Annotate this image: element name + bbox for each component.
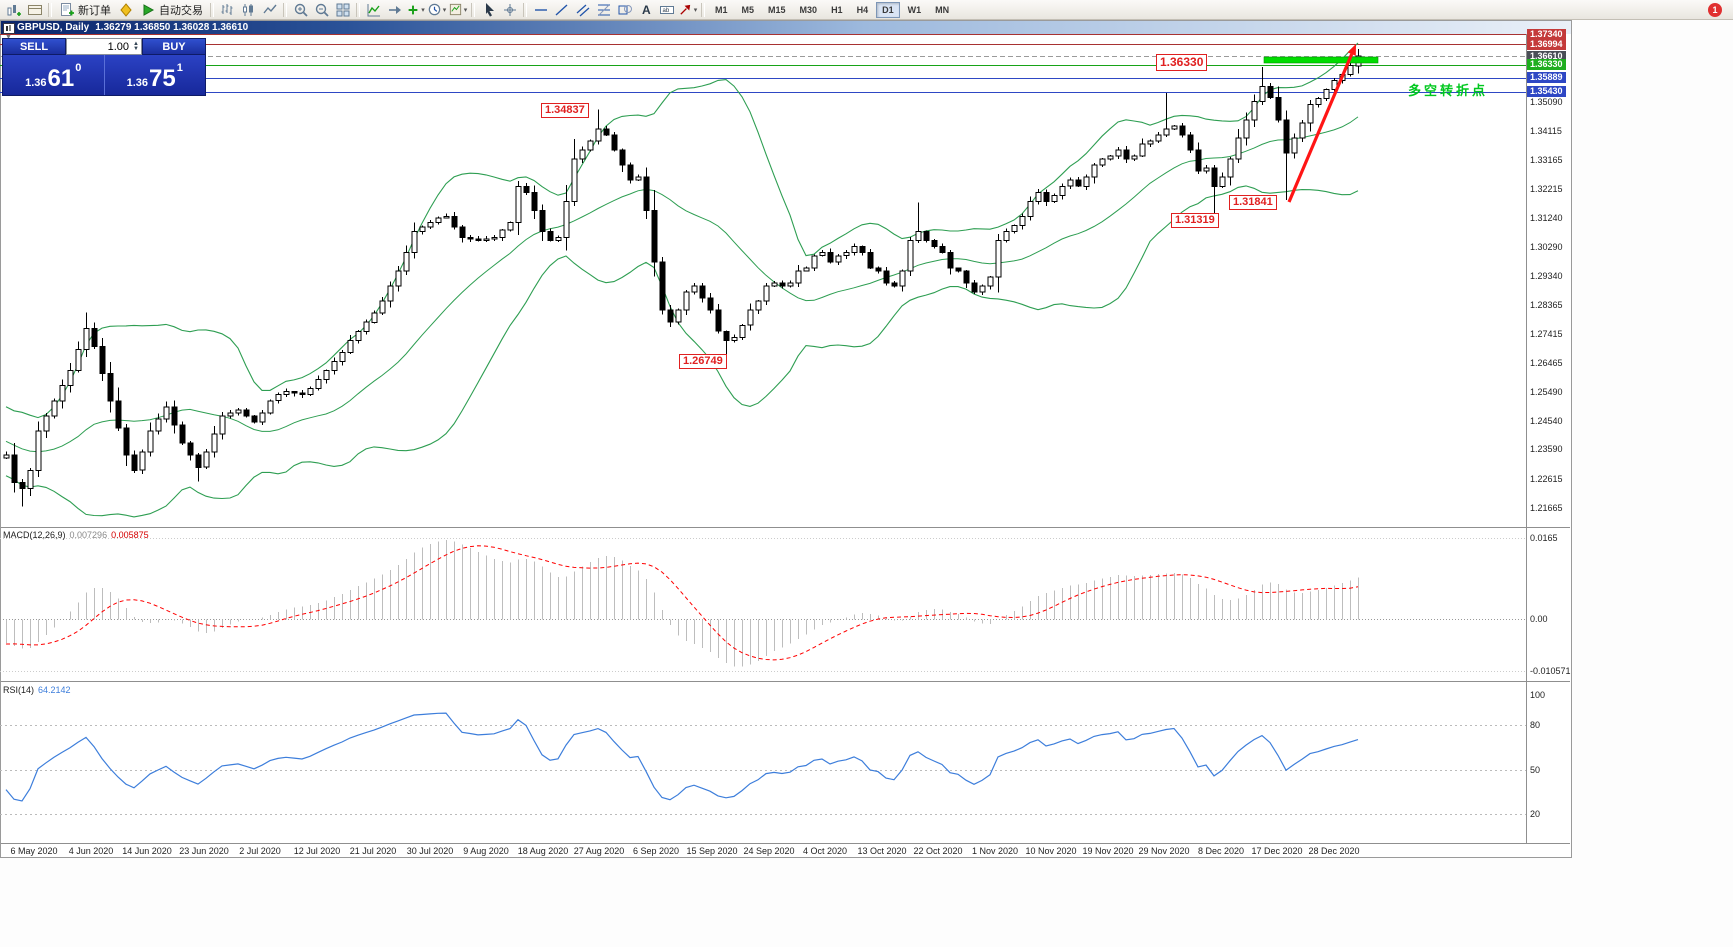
toolbar-separator <box>210 2 214 17</box>
tile-windows-icon[interactable] <box>332 1 353 19</box>
toolbar-separator <box>523 2 527 17</box>
macd-panel-area[interactable] <box>0 528 1526 681</box>
arrows-dropdown[interactable]: ▾ <box>677 1 698 19</box>
timeframe-mn[interactable]: MN <box>935 4 950 15</box>
annotation-price-label[interactable]: 1.36330 <box>1156 54 1208 71</box>
crosshair-icon[interactable] <box>499 1 520 19</box>
new-chart-icon[interactable] <box>3 1 24 19</box>
rsi-panel-area[interactable] <box>0 682 1526 843</box>
zoom-in-icon[interactable] <box>290 1 311 19</box>
text-icon[interactable]: A <box>635 1 656 19</box>
toolbar-separator <box>701 2 705 17</box>
annotation-price-label[interactable]: 1.31319 <box>1171 213 1219 228</box>
candlestick-chart-icon[interactable] <box>238 1 259 19</box>
sell-price[interactable]: 1.36 61 0 <box>3 55 105 95</box>
buy-price[interactable]: 1.36 75 1 <box>105 55 206 95</box>
sell-price-big: 61 <box>47 65 75 92</box>
zoom-out-icon[interactable] <box>311 1 332 19</box>
timeframe-h4[interactable]: H4 <box>856 4 869 15</box>
annotation-note-text[interactable]: 多空转折点 <box>1408 83 1489 98</box>
lot-decrease-icon[interactable]: ▼ <box>133 45 139 52</box>
fibonacci-icon[interactable] <box>593 1 614 19</box>
indicators-dropdown[interactable]: ▾ <box>405 1 426 19</box>
svg-text:ab: ab <box>662 8 669 14</box>
shapes-icon[interactable] <box>614 1 635 19</box>
indicators-icon[interactable] <box>363 1 384 19</box>
toolbar-separator <box>471 2 475 17</box>
sell-button[interactable]: SELL <box>2 38 66 55</box>
timeframe-m1[interactable]: M1 <box>715 4 728 15</box>
autotrading-button[interactable]: 自动交易 <box>136 1 207 19</box>
horizontal-line-icon[interactable] <box>530 1 551 19</box>
timeframe-w1[interactable]: W1 <box>907 4 922 15</box>
main-chart-area[interactable] <box>0 33 1526 527</box>
sell-price-sup: 0 <box>75 62 82 74</box>
timeframe-m15[interactable]: M15 <box>768 4 786 15</box>
channel-icon[interactable] <box>572 1 593 19</box>
lot-stepper[interactable]: ▲ ▼ <box>131 41 141 52</box>
lot-size-input[interactable] <box>67 39 132 54</box>
autotrading-label: 自动交易 <box>159 4 203 17</box>
annotation-price-label[interactable]: 1.26749 <box>679 354 727 369</box>
timeframe-m30[interactable]: M30 <box>799 4 818 15</box>
line-chart-icon[interactable] <box>259 1 280 19</box>
new-order-label: 新订单 <box>78 4 111 17</box>
timeframe-d1[interactable]: D1 <box>876 1 900 18</box>
chart-title-bar[interactable]: GBPUSD, Daily 1.36279 1.36850 1.36028 1.… <box>1 21 1571 34</box>
chart-window-icon <box>3 23 15 34</box>
trendline-icon[interactable] <box>551 1 572 19</box>
notification-badge[interactable]: 1 <box>1708 2 1722 17</box>
toolbar-separator <box>48 2 52 17</box>
toolbar-separator <box>356 2 360 17</box>
sell-price-small: 1.36 <box>25 77 47 89</box>
annotation-price-label[interactable]: 1.34837 <box>541 103 589 118</box>
buy-button[interactable]: BUY <box>142 38 206 55</box>
templates-dropdown[interactable]: ▾ <box>447 1 468 19</box>
buy-price-small: 1.36 <box>126 77 149 89</box>
one-click-trading-panel: SELL ▲▼ BUY 1.36 61 0 1.36 75 1 <box>2 38 206 96</box>
chart-profiles-icon[interactable] <box>24 1 45 19</box>
date-axis[interactable] <box>0 844 1526 858</box>
price-axis[interactable] <box>1527 33 1572 843</box>
cursor-icon[interactable] <box>478 1 499 19</box>
metaeditor-icon[interactable] <box>115 1 136 19</box>
buy-price-sup: 1 <box>176 62 183 74</box>
timeframe-group: M1 M5 M15 M30 H1 H4 D1 W1 MN <box>708 1 956 18</box>
toolbar-separator <box>283 2 287 17</box>
buy-price-big: 75 <box>149 65 176 92</box>
chart-title-symbol: GBPUSD, Daily <box>17 22 90 33</box>
annotation-price-label[interactable]: 1.31841 <box>1229 195 1277 210</box>
chart-title-ohlc: 1.36279 1.36850 1.36028 1.36610 <box>95 22 249 33</box>
svg-text:A: A <box>642 3 651 17</box>
timeframe-m5[interactable]: M5 <box>741 4 755 15</box>
trade-panel-collapse-icon[interactable]: ▼ <box>5 34 12 41</box>
bar-chart-icon[interactable] <box>217 1 238 19</box>
periods-dropdown[interactable]: ▾ <box>426 1 447 19</box>
main-toolbar: 新订单 自动交易 <box>0 0 1733 20</box>
timeframe-h1[interactable]: H1 <box>831 4 843 15</box>
auto-scroll-icon[interactable] <box>384 1 405 19</box>
lot-size-field: ▲▼ <box>66 38 142 55</box>
text-label-icon[interactable]: ab <box>656 1 677 19</box>
new-order-button[interactable]: 新订单 <box>55 1 115 19</box>
